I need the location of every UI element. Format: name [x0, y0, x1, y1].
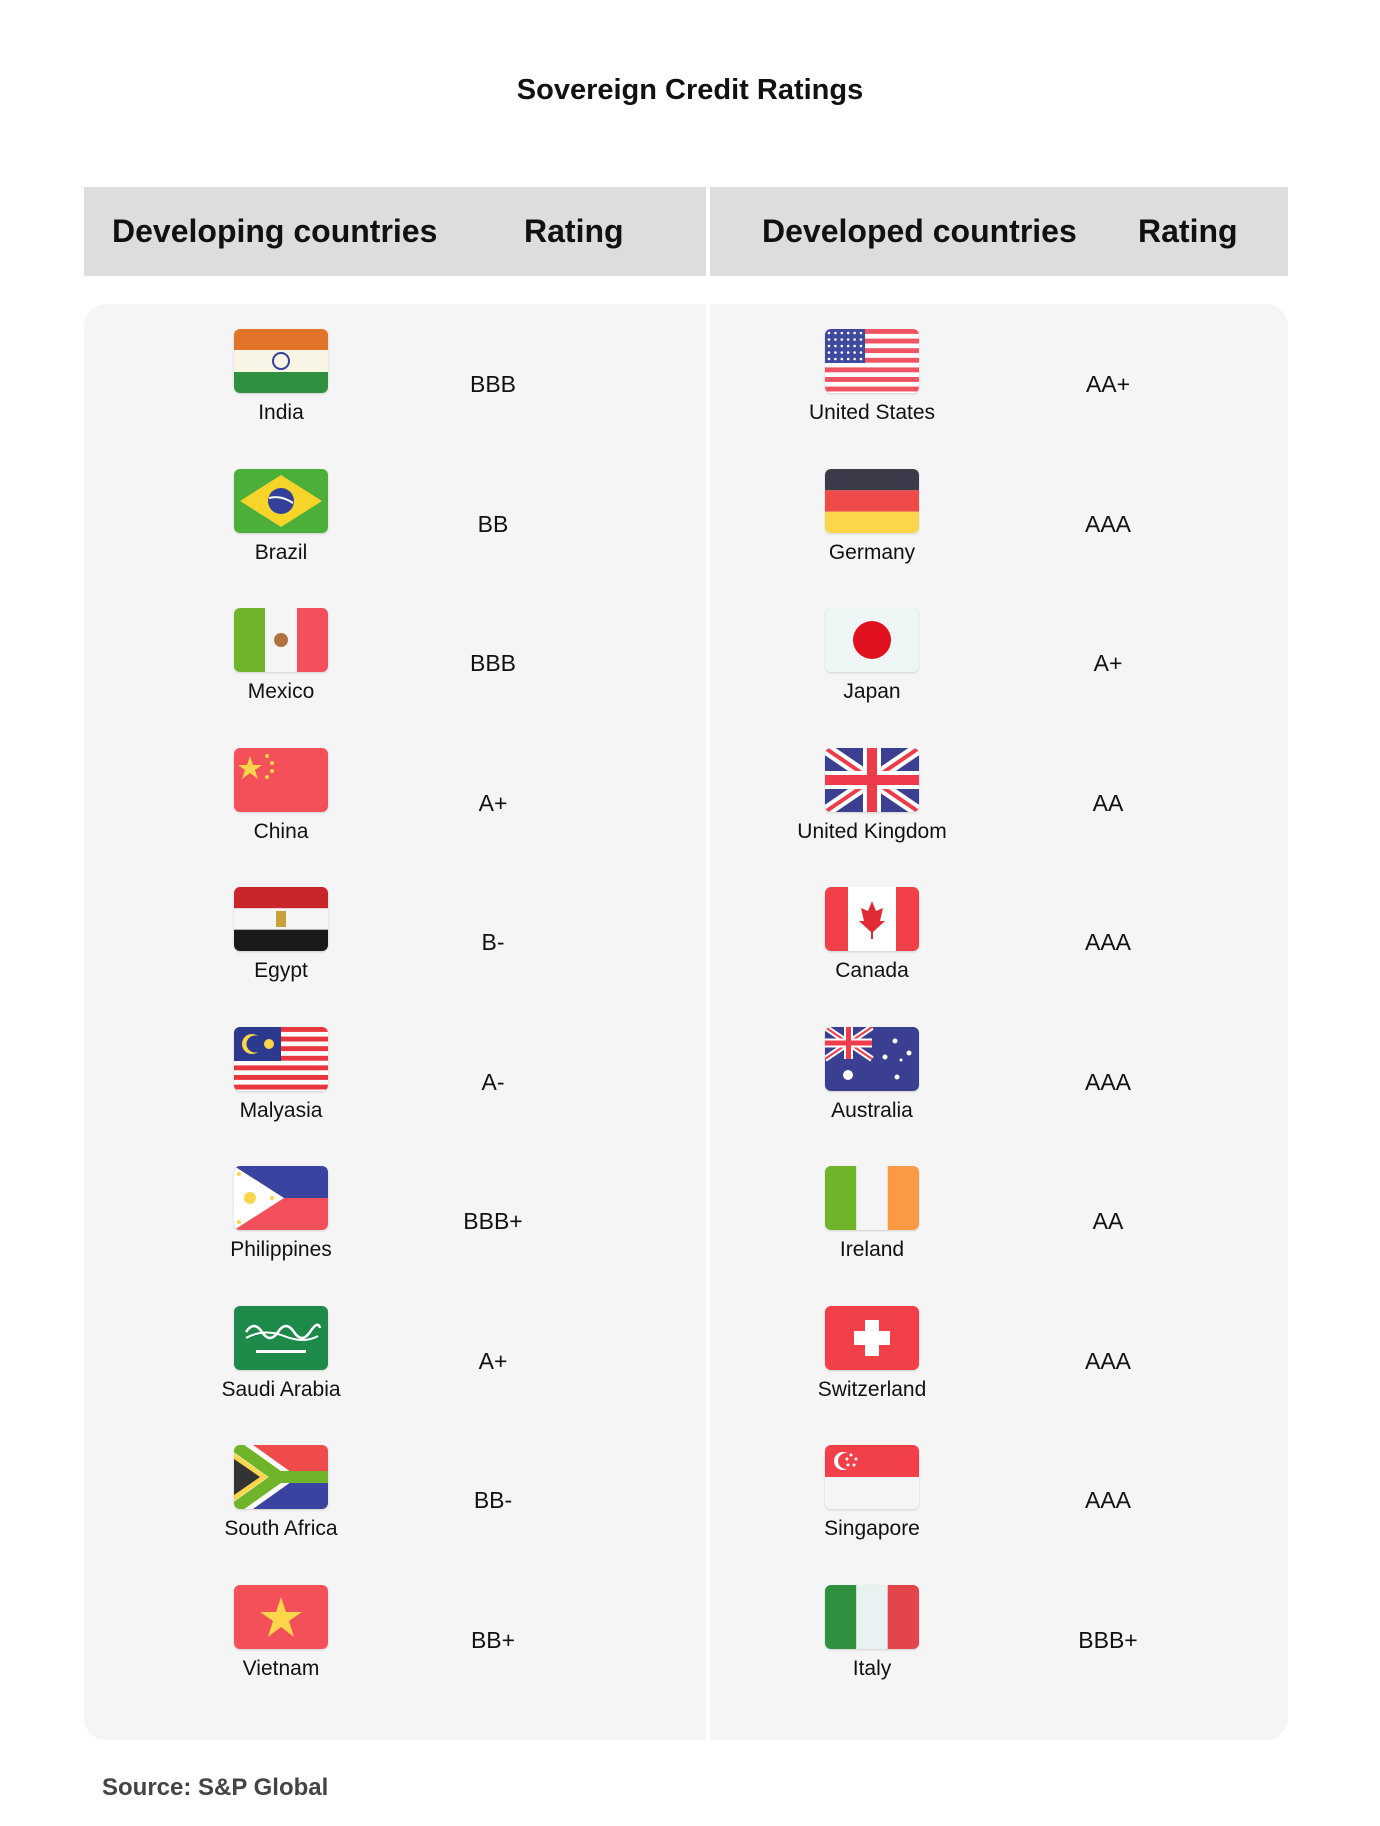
- developing-country-rating: BB-: [473, 1487, 513, 1513]
- developed-country-name: Canada: [835, 959, 909, 982]
- table-row: Mexico BBB Japan A+: [84, 594, 1288, 734]
- table-row: Saudi Arabia A+ Switzerland AAA: [84, 1292, 1288, 1432]
- developing-country-rating: BBB+: [463, 1208, 523, 1234]
- developed-country-name: Germany: [828, 540, 916, 564]
- mexico-flag-icon: [234, 608, 328, 672]
- developing-country-rating: A-: [481, 1068, 505, 1095]
- table-row: China A+ United Kingdom AA: [84, 734, 1288, 874]
- developed-country-rating: AAA: [1084, 1487, 1132, 1513]
- table-row: Brazil BB Germany AAA: [84, 455, 1288, 595]
- developing-panel: [84, 304, 706, 1740]
- developing-country-name: Mexico: [247, 680, 315, 703]
- developed-country-rating: AAA: [1084, 929, 1132, 955]
- germany-flag-icon: [825, 468, 919, 533]
- table-row: Malyasia A- Australia AAA: [84, 1013, 1288, 1153]
- japan-flag-icon: [825, 608, 919, 672]
- table-row: South Africa BB- Singapore AAA: [84, 1431, 1288, 1571]
- developing-country-rating: BB: [477, 510, 509, 537]
- vietnam-flag-icon: [234, 1584, 328, 1649]
- switzerland-flag-icon: [825, 1305, 919, 1370]
- egypt-flag-icon: [234, 887, 328, 951]
- developed-country-name: United States: [808, 401, 936, 424]
- developing-country-name: India: [258, 401, 304, 424]
- ireland-flag-icon: [825, 1166, 919, 1230]
- developing-country-name: Vietnam: [242, 1656, 320, 1680]
- developing-country-rating: BB+: [470, 1626, 516, 1653]
- table-header: Developing countries Rating Developed co…: [84, 187, 1288, 276]
- developed-country-rating: AA+: [1085, 371, 1131, 397]
- developed-country-name: Italy: [852, 1656, 892, 1680]
- header-developed-rating: Rating: [1138, 213, 1238, 249]
- united-kingdom-flag-icon: [825, 747, 919, 812]
- developed-country-name: Singapore: [824, 1517, 920, 1540]
- south-africa-flag-icon: [234, 1445, 328, 1509]
- saudi-arabia-flag-icon: [234, 1305, 328, 1370]
- developed-country-rating: AAA: [1084, 1068, 1132, 1095]
- table-row: Vietnam BB+ Italy BBB+: [84, 1571, 1288, 1711]
- developing-country-rating: BBB: [469, 371, 517, 397]
- developing-country-name: South Africa: [224, 1517, 338, 1540]
- singapore-flag-icon: [825, 1445, 919, 1509]
- developing-country-name: Malyasia: [239, 1098, 323, 1122]
- developing-country-name: China: [253, 819, 309, 843]
- developing-country-rating: A+: [478, 1347, 508, 1374]
- developing-country-rating: B-: [481, 929, 505, 955]
- developed-country-name: Australia: [831, 1098, 913, 1122]
- developed-country-rating: AAA: [1084, 510, 1132, 537]
- developing-country-name: Egypt: [254, 959, 308, 982]
- philippines-flag-icon: [234, 1166, 328, 1230]
- table-row: Egypt B- Canada AAA: [84, 873, 1288, 1013]
- source-note: Source: S&P Global: [102, 1774, 329, 1801]
- table-row: India BBB United States AA+: [84, 315, 1288, 455]
- developed-country-name: United Kingdom: [797, 819, 947, 843]
- developing-country-rating: A+: [478, 789, 508, 816]
- developed-country-rating: AA: [1092, 1208, 1124, 1234]
- developing-country-name: Philippines: [230, 1238, 332, 1261]
- developed-country-name: Switzerland: [817, 1377, 927, 1401]
- developed-country-rating: AA: [1092, 789, 1124, 816]
- brazil-flag-icon: [234, 468, 328, 533]
- italy-flag-icon: [825, 1584, 919, 1649]
- header-developed-countries: Developed countries: [762, 213, 1077, 249]
- developed-panel: [710, 304, 1288, 1740]
- china-flag-icon: [234, 747, 328, 812]
- united-states-flag-icon: [825, 329, 919, 393]
- india-flag-icon: [234, 329, 328, 393]
- header-developing-rating: Rating: [524, 213, 624, 249]
- header-developing-countries: Developing countries: [112, 213, 438, 249]
- developed-country-name: Ireland: [839, 1238, 905, 1261]
- australia-flag-icon: [825, 1026, 919, 1091]
- table-row: Philippines BBB+ Ireland AA: [84, 1152, 1288, 1292]
- developed-country-rating: BBB+: [1078, 1626, 1138, 1653]
- page-title: Sovereign Credit Ratings: [516, 74, 864, 106]
- table-body: India BBB United States AA+ Brazil BB Germany A…: [84, 304, 1288, 1740]
- developed-country-rating: AAA: [1084, 1347, 1132, 1374]
- header-developing-panel: Developing countries Rating: [84, 187, 706, 276]
- canada-flag-icon: [825, 887, 919, 951]
- header-developed-panel: Developed countries Rating: [710, 187, 1288, 276]
- developed-country-name: Japan: [843, 680, 901, 703]
- developing-country-name: Brazil: [254, 540, 308, 564]
- developing-country-name: Saudi Arabia: [221, 1377, 341, 1401]
- developing-country-rating: BBB: [469, 650, 517, 676]
- developed-country-rating: A+: [1093, 650, 1123, 676]
- malaysia-flag-icon: [234, 1026, 328, 1091]
